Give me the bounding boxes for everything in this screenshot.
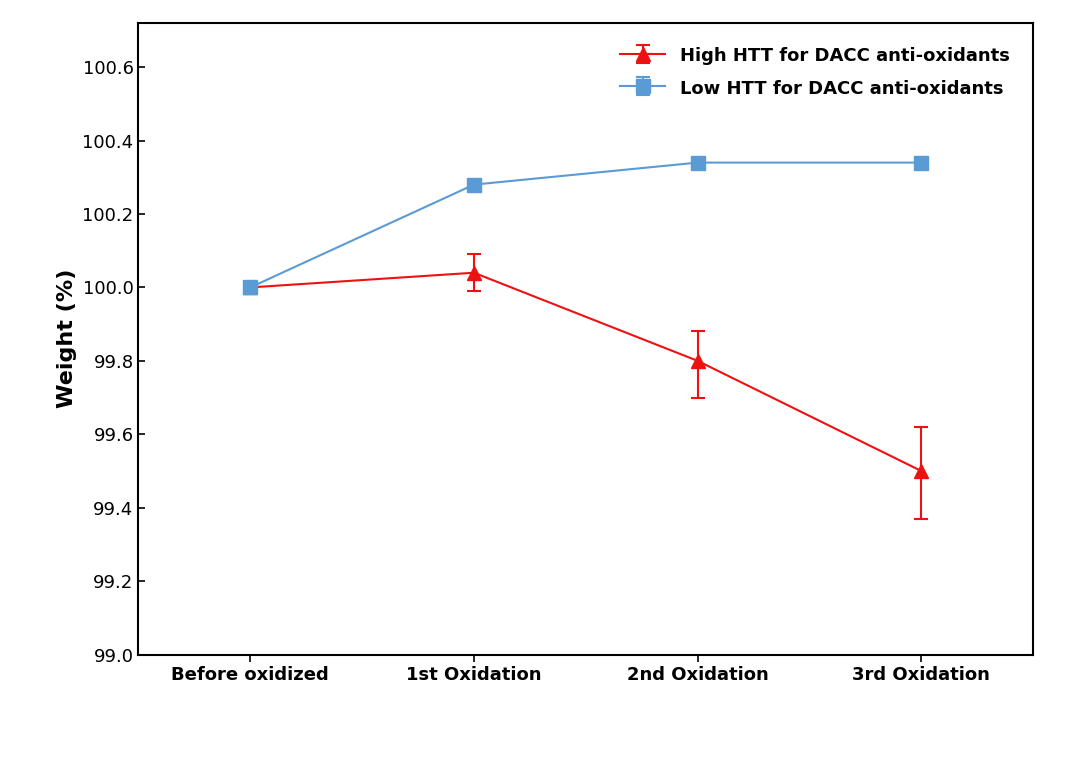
Legend: High HTT for DACC anti-oxidants, Low HTT for DACC anti-oxidants: High HTT for DACC anti-oxidants, Low HTT… (606, 32, 1025, 112)
Y-axis label: Weight (%): Weight (%) (56, 269, 77, 409)
